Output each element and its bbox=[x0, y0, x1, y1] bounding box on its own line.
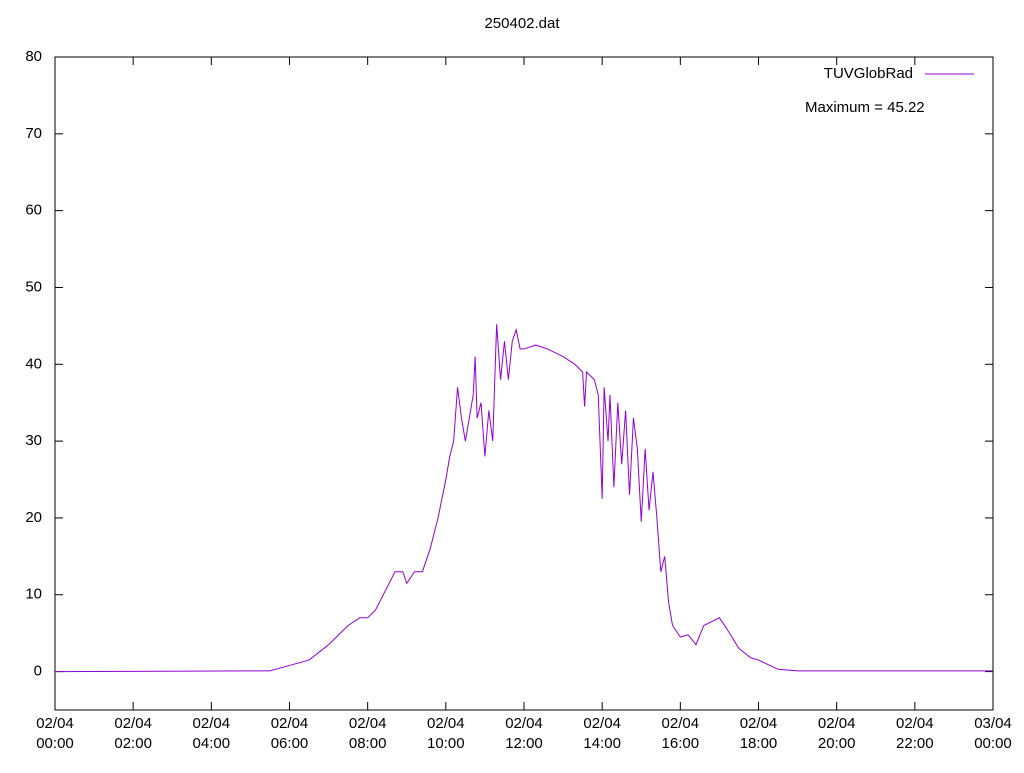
y-tick-label: 60 bbox=[25, 202, 42, 219]
x-tick-label: 02/04 06:00 bbox=[270, 715, 309, 752]
y-tick-label: 10 bbox=[25, 586, 42, 603]
x-tick-text: 03/04 00:00 bbox=[974, 715, 1012, 752]
x-tick-text: 02/04 06:00 bbox=[270, 715, 309, 752]
x-tick-label: 02/04 10:00 bbox=[427, 715, 465, 752]
x-tick-label: 02/04 00:00 bbox=[36, 715, 74, 752]
y-tick-label: 30 bbox=[25, 432, 42, 449]
chart-title: 250402.dat bbox=[484, 15, 560, 32]
x-tick-text: 02/04 08:00 bbox=[348, 715, 387, 752]
x-tick-text: 02/04 20:00 bbox=[817, 715, 856, 752]
data-line bbox=[54, 324, 993, 673]
x-tick-label: 02/04 08:00 bbox=[348, 715, 387, 752]
y-tick-label: 0 bbox=[34, 663, 42, 680]
x-tick-text: 02/04 00:00 bbox=[36, 715, 74, 752]
x-tick-text: 02/04 10:00 bbox=[427, 715, 465, 752]
legend-label: TUVGlobRad bbox=[824, 65, 913, 82]
y-tick-label: 20 bbox=[25, 509, 42, 526]
x-tick-text: 02/04 12:00 bbox=[505, 715, 543, 752]
plot-border bbox=[54, 56, 994, 711]
y-tick-label: 80 bbox=[25, 48, 42, 65]
x-tick-text: 02/04 22:00 bbox=[896, 715, 934, 752]
x-tick-label: 02/04 14:00 bbox=[583, 715, 621, 752]
x-tick-label: 02/04 18:00 bbox=[739, 715, 778, 752]
x-tick-text: 02/04 16:00 bbox=[661, 715, 700, 752]
x-tick-label: 02/04 22:00 bbox=[896, 715, 934, 752]
x-tick-label: 02/04 12:00 bbox=[505, 715, 543, 752]
x-tick-label: 02/04 16:00 bbox=[661, 715, 700, 752]
annotation: Maximum = 45.22 bbox=[805, 99, 925, 116]
x-tick-label: 03/04 00:00 bbox=[974, 715, 1012, 752]
y-tick-label: 70 bbox=[25, 125, 42, 142]
x-tick-label: 02/04 04:00 bbox=[192, 715, 231, 752]
x-tick-text: 02/04 14:00 bbox=[583, 715, 621, 752]
x-tick-text: 02/04 18:00 bbox=[739, 715, 778, 752]
y-tick-label: 40 bbox=[25, 355, 42, 372]
x-tick-label: 02/04 20:00 bbox=[817, 715, 856, 752]
y-tick-label: 50 bbox=[25, 278, 42, 295]
x-tick-text: 02/04 04:00 bbox=[192, 715, 231, 752]
x-tick-text: 02/04 02:00 bbox=[114, 715, 152, 752]
x-tick-label: 02/04 02:00 bbox=[114, 715, 152, 752]
